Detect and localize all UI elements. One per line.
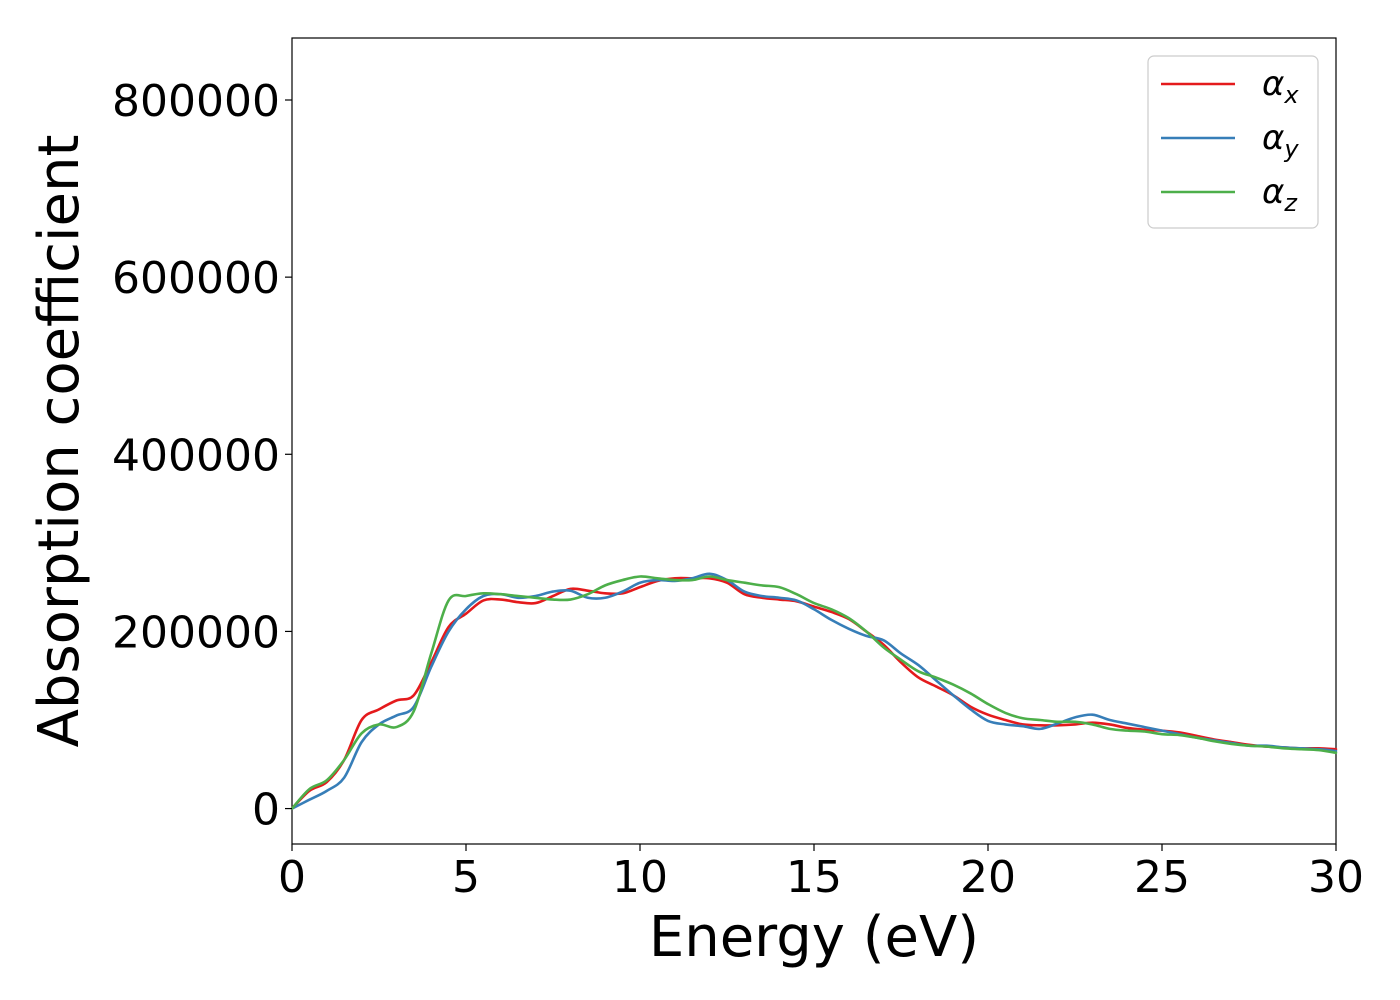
y-tick-label: 800000 <box>112 76 280 127</box>
y-tick-label: 600000 <box>112 253 280 304</box>
x-axis-ticks: 0 5 10 15 20 25 30 <box>278 844 1364 903</box>
legend-symbol: α <box>1262 172 1284 212</box>
legend-label-alpha-z: αz <box>1262 172 1298 217</box>
legend-subscript: z <box>1283 189 1298 217</box>
series-line-alpha-y <box>290 572 1338 810</box>
legend-subscript: y <box>1283 135 1299 163</box>
x-tick-label: 25 <box>1134 852 1190 903</box>
x-tick-label: 5 <box>452 852 480 903</box>
legend-symbol: α <box>1262 64 1284 104</box>
x-tick-label: 20 <box>960 852 1016 903</box>
series-line-alpha-z <box>290 575 1338 810</box>
y-axis-ticks: 0 200000 400000 600000 800000 <box>112 76 292 836</box>
x-tick-label: 15 <box>786 852 842 903</box>
x-tick-label: 10 <box>612 852 668 903</box>
legend-box <box>1147 55 1319 229</box>
legend-subscript: x <box>1283 81 1299 109</box>
x-axis-title: Energy (eV) <box>649 905 979 970</box>
y-tick-label: 400000 <box>112 430 280 481</box>
x-tick-label: 0 <box>278 852 306 903</box>
x-tick-label: 30 <box>1308 852 1364 903</box>
legend-label-alpha-x: αx <box>1262 64 1299 109</box>
series-layer <box>290 572 1338 810</box>
y-axis-title: Absorption coefficient <box>27 135 92 748</box>
y-tick-label: 200000 <box>112 607 280 658</box>
legend-label-alpha-y: αy <box>1262 118 1299 163</box>
y-tick-label: 0 <box>252 785 280 836</box>
legend-symbol: α <box>1262 118 1284 158</box>
